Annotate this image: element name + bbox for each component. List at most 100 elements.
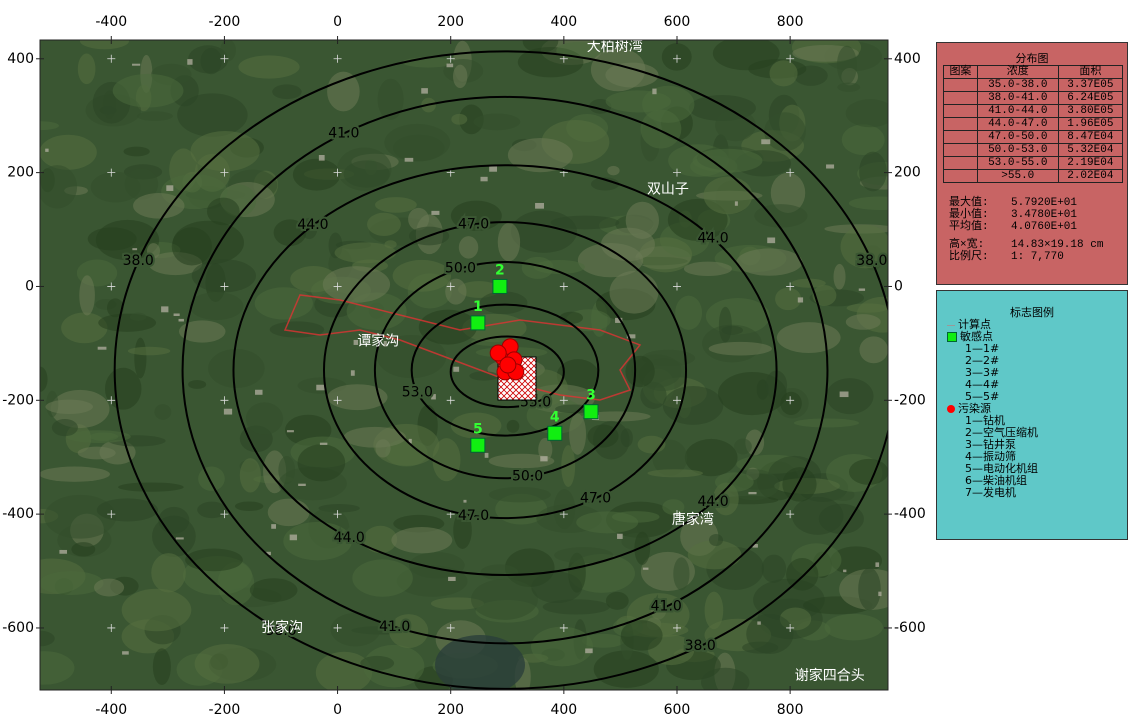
grid-cross: [446, 282, 455, 291]
terrain-patch: [112, 73, 184, 108]
table-row: 41.0-44.0 3.80E05: [943, 104, 1124, 118]
terrain-patch: [200, 47, 222, 75]
table-header: 图案 浓度 面积: [943, 65, 1124, 79]
marker-icon: [947, 405, 955, 413]
cell: >55.0: [976, 169, 1059, 183]
terrain-patch: [292, 158, 341, 191]
terrain-patch: [708, 341, 772, 356]
terrain-patch: [522, 40, 559, 53]
building: [652, 88, 657, 95]
grid-cross: [446, 54, 455, 63]
cell: 2.19E04: [1057, 156, 1124, 170]
place-label: 张家沟: [261, 619, 303, 636]
y-tick-label: 400: [894, 51, 921, 67]
terrain-patch: [620, 620, 663, 651]
contour-label: 41.0: [651, 599, 682, 615]
building: [752, 544, 758, 548]
terrain-patch: [582, 411, 651, 422]
building: [489, 166, 498, 172]
stat-label: 平均值:: [949, 221, 989, 233]
cell: 8.47E04: [1057, 130, 1124, 144]
y-tick-label: -600: [2, 620, 34, 636]
terrain-patch: [198, 466, 225, 491]
terrain-patch: [40, 651, 75, 685]
grid-cross: [220, 623, 229, 632]
terrain-patch: [538, 437, 553, 462]
table-row: >55.0 2.02E04: [943, 169, 1124, 183]
contour-label: 44.0: [697, 230, 728, 246]
grid-cross: [333, 623, 342, 632]
terrain-patch: [106, 298, 124, 318]
terrain-patch: [245, 402, 284, 435]
terrain-patch: [396, 565, 468, 597]
contour-line: [410, 303, 600, 437]
building: [585, 648, 593, 654]
building: [255, 389, 263, 395]
marker-legend-item: 1—1#: [937, 343, 1127, 355]
building: [858, 288, 866, 291]
place-label: 唐家湾: [672, 511, 714, 528]
terrain-patch: [746, 613, 794, 655]
map-frame: [39, 39, 889, 691]
sensitive-point: [583, 404, 599, 420]
grid-cross: [786, 396, 795, 405]
terrain-patch: [40, 165, 78, 209]
terrain-patch: [96, 498, 159, 522]
terrain-patch: [576, 511, 639, 534]
terrain-patch: [673, 557, 690, 591]
header-cell: 图案: [943, 65, 978, 79]
terrain-patch: [625, 355, 655, 388]
terrain-patch: [554, 547, 614, 564]
building: [122, 651, 129, 655]
terrain-patch: [837, 82, 861, 92]
terrain-patch: [824, 613, 883, 641]
marker-legend-item: 6—柴油机组: [937, 475, 1127, 487]
terrain-patch: [375, 197, 417, 213]
contour-line: [232, 164, 778, 577]
legend-table: 图案 浓度 面积 35.0-38.0 3.37E05 38.0-41.0 6.24E05 41…: [943, 65, 1124, 183]
terrain-patch: [479, 291, 528, 315]
terrain-patch: [118, 482, 184, 492]
building: [286, 430, 294, 433]
terrain-patch: [715, 109, 756, 142]
building: [132, 248, 138, 251]
y-tick-label: 400: [7, 51, 34, 67]
grid-cross: [786, 168, 795, 177]
building: [535, 202, 545, 209]
building: [826, 164, 835, 169]
terrain-patch: [152, 515, 196, 558]
contour-label: 41.0: [379, 619, 410, 635]
terrain-patch: [93, 578, 125, 597]
terrain-patch: [178, 320, 226, 343]
building: [734, 201, 738, 206]
terrain-patch: [40, 571, 104, 596]
marker-legend-item: 2—空气压缩机: [937, 427, 1127, 439]
terrain-patch: [634, 531, 651, 565]
stat-value: 4.0760E+01: [1011, 221, 1078, 233]
terrain-patch: [77, 53, 96, 85]
terrain-patch: [330, 612, 381, 647]
terrain-patch: [712, 40, 780, 71]
grid-cross: [559, 396, 568, 405]
terrain-patch: [87, 227, 137, 251]
terrain-patch: [98, 313, 157, 332]
terrain-patch: [127, 346, 171, 356]
terrain-patch: [363, 644, 425, 688]
table-row: 44.0-47.0 1.96E05: [943, 117, 1124, 131]
building: [615, 317, 623, 323]
building: [45, 148, 49, 152]
contour-label: 47.0: [458, 216, 489, 232]
marker-legend-title: 标志图例: [1010, 306, 1054, 319]
terrain-patch: [605, 591, 629, 610]
building: [223, 408, 233, 415]
terrain-patch: [845, 99, 888, 128]
terrain-patch: [791, 278, 826, 288]
contour-label: 38.0: [266, 623, 297, 639]
header-cell: 面积: [1057, 65, 1124, 79]
grid-cross: [786, 623, 795, 632]
grid-cross: [107, 54, 116, 63]
terrain-patch: [459, 104, 484, 135]
plot-layer: 38.0 38.0 38.0 38.0 41.0 41.0 41.0 44.0 44.0 44.0…: [107, 40, 888, 690]
terrain-patch: [776, 322, 841, 354]
grid-cross: [107, 168, 116, 177]
